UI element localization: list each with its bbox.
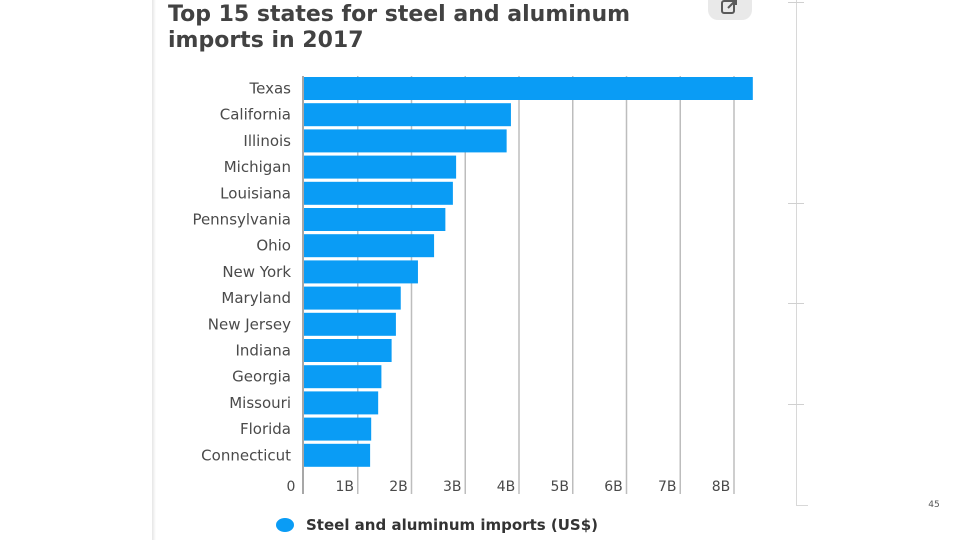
bar-pennsylvania[interactable] (304, 208, 446, 231)
category-label: Indiana (235, 342, 291, 360)
category-label: Michigan (224, 158, 291, 176)
category-label: Connecticut (201, 446, 291, 464)
divider-tick (788, 303, 804, 304)
divider-foot (796, 505, 808, 506)
x-tick-label: 8B (712, 479, 731, 495)
bar-connecticut[interactable] (304, 443, 371, 467)
category-label: Maryland (221, 289, 291, 307)
category-label: Ohio (256, 237, 291, 255)
panel-divider (796, 0, 797, 506)
bar-michigan[interactable] (304, 155, 457, 179)
category-label: Pennsylvania (192, 211, 291, 229)
category-label: Missouri (229, 394, 291, 412)
x-tick-label: 5B (550, 479, 569, 495)
bar-california[interactable] (304, 103, 511, 127)
bar-new-york[interactable] (304, 260, 418, 284)
bar-ohio[interactable] (304, 234, 435, 258)
share-button[interactable] (708, 0, 752, 20)
x-tick-label: 0 (287, 479, 296, 495)
divider-tick (788, 203, 804, 204)
category-label: Georgia (232, 368, 291, 386)
bar-maryland[interactable] (304, 286, 401, 310)
x-tick-label: 6B (604, 479, 623, 495)
category-label: Louisiana (220, 184, 291, 202)
bar-florida[interactable] (304, 417, 372, 441)
category-label: New York (222, 263, 291, 281)
legend[interactable]: Steel and aluminum imports (US$) (276, 514, 598, 536)
bar-louisiana[interactable] (304, 181, 453, 205)
page-number: 45 (928, 500, 940, 510)
chart-title: Top 15 states for steel and aluminum imp… (168, 2, 631, 53)
x-tick-label: 3B (443, 479, 462, 495)
category-label: New Jersey (208, 315, 291, 333)
bar-indiana[interactable] (304, 339, 392, 362)
x-tick-label: 1B (335, 479, 354, 495)
divider-tick (788, 2, 804, 3)
x-tick-label: 7B (658, 479, 677, 495)
bar-missouri[interactable] (304, 391, 379, 415)
share-icon (721, 0, 737, 14)
bar-texas[interactable] (304, 77, 753, 100)
category-label: Illinois (243, 132, 291, 150)
divider-tick (788, 404, 804, 405)
bar-new-jersey[interactable] (304, 312, 396, 336)
panel-edge (152, 0, 156, 540)
x-tick-label: 2B (389, 479, 408, 495)
x-tick-label: 4B (497, 479, 516, 495)
bar-illinois[interactable] (304, 129, 507, 153)
category-label: Texas (249, 80, 292, 98)
legend-swatch (276, 518, 294, 532)
category-label: California (220, 106, 291, 124)
category-label: Florida (240, 420, 291, 438)
legend-label: Steel and aluminum imports (US$) (306, 516, 599, 534)
bar-georgia[interactable] (304, 365, 382, 389)
